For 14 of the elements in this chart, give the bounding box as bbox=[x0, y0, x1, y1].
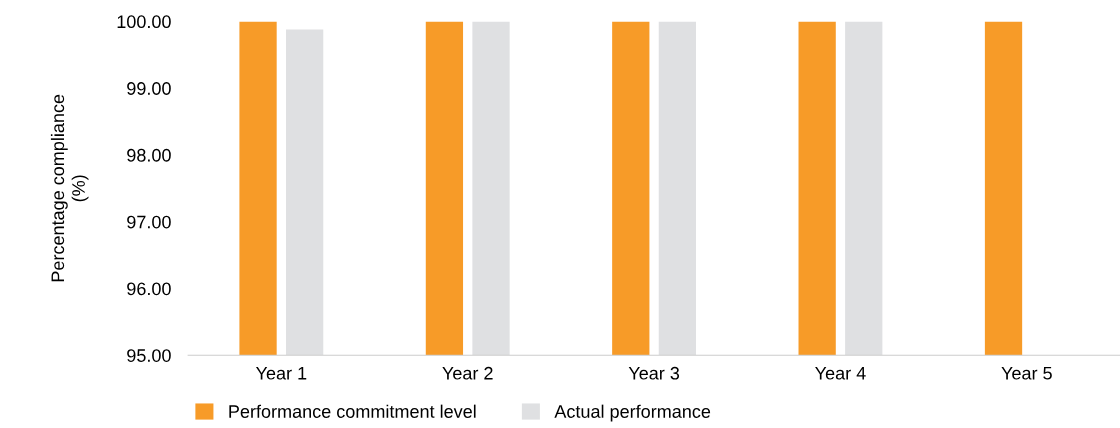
legend-label: Performance commitment level bbox=[229, 404, 476, 418]
x-tick-label: Year 1 bbox=[255, 367, 307, 380]
y-tick-label: 96.00 bbox=[127, 282, 171, 296]
y-tick-label: 97.00 bbox=[127, 215, 171, 229]
legend-label: Actual performance bbox=[554, 404, 711, 422]
y-tick-label: 95.00 bbox=[127, 349, 171, 362]
y-tick-label: 100.00 bbox=[117, 15, 171, 29]
x-tick-label: Year 2 bbox=[442, 366, 493, 380]
x-tick-label: Year 4 bbox=[815, 367, 866, 380]
x-tick-label: Year 3 bbox=[628, 366, 680, 380]
x-tick-label: Year 5 bbox=[1001, 367, 1052, 380]
y-tick-label: 98.00 bbox=[127, 148, 171, 162]
y-tick-label: 99.00 bbox=[127, 82, 171, 95]
y-axis-title: Percentage compliance (%) bbox=[50, 94, 89, 282]
